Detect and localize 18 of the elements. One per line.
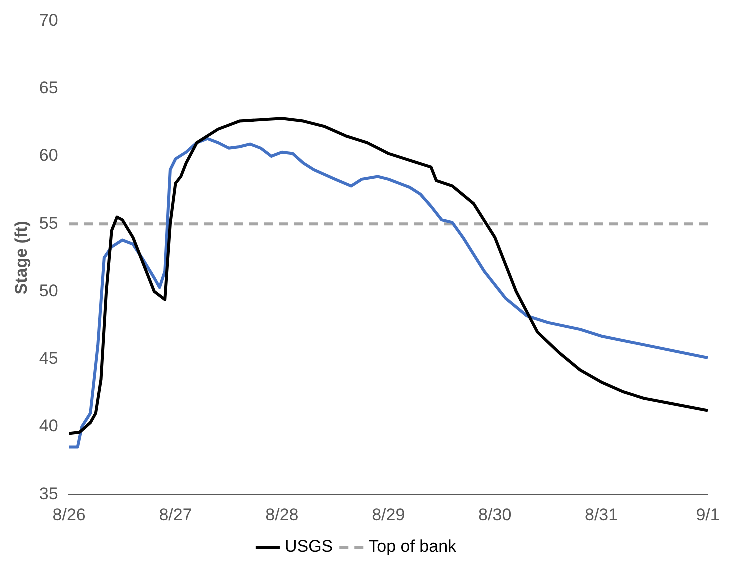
x-tick-label: 8/31 — [585, 505, 618, 524]
legend-label: Top of bank — [368, 537, 458, 556]
y-tick-label: 55 — [39, 214, 58, 233]
x-tick-label: 8/30 — [478, 505, 512, 524]
y-tick-label: 40 — [39, 416, 58, 436]
y-axis-title: Stage (ft) — [12, 221, 31, 295]
y-tick-label: 50 — [39, 281, 58, 300]
x-tick-label: 9/1 — [696, 505, 720, 524]
y-tick-label: 35 — [39, 484, 58, 504]
y-tick-label: 45 — [39, 349, 58, 368]
y-tick-label: 65 — [39, 78, 58, 98]
y-tick-label: 70 — [39, 10, 58, 30]
x-tick-label: 8/28 — [266, 505, 299, 524]
x-tick-label: 8/27 — [159, 505, 192, 524]
y-tick-label: 60 — [39, 146, 58, 166]
x-tick-label: 8/29 — [372, 505, 406, 524]
x-tick-label: 8/26 — [52, 505, 86, 524]
legend-label: USGS — [284, 537, 334, 556]
